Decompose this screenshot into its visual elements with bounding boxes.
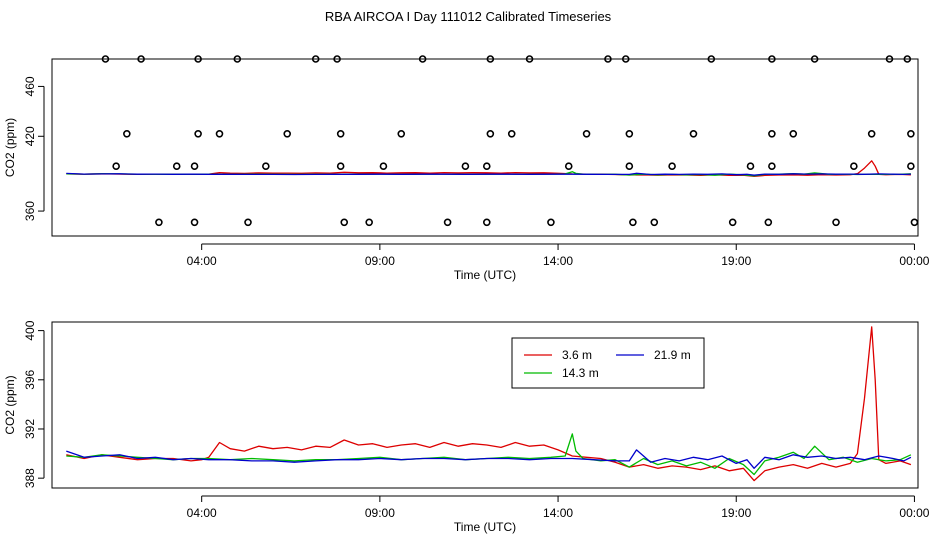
- panel1-y-tick-label: 460: [23, 76, 37, 96]
- panel1-calibration-point: [768, 55, 776, 63]
- panel2-y-tick-label: 400: [23, 320, 37, 340]
- panel1-calibration-point: [155, 218, 163, 227]
- panel1-calibration-point: [910, 218, 919, 227]
- panel2-x-tick-label: 04:00: [187, 506, 217, 520]
- panel1-calibration-point: [764, 218, 773, 227]
- panel1-calibration-point: [215, 129, 224, 138]
- panel1-calibration-point: [379, 162, 388, 170]
- panel1-calibration-point: [482, 218, 491, 227]
- panel1-calibration-point: [486, 55, 495, 63]
- panel1-calibration-point: [903, 55, 912, 63]
- panel1-calibration-point: [625, 129, 634, 138]
- panel1-calibration-point: [507, 129, 516, 138]
- panel2-series-h14-3: [66, 433, 912, 476]
- panel2-x-tick-label: 00:00: [899, 506, 929, 520]
- panel1-calibration-point: [625, 162, 634, 170]
- legend-label-h3-6: 3.6 m: [562, 348, 592, 362]
- panel1-calibration-point: [190, 162, 199, 170]
- panel1-calibration-point: [810, 55, 819, 63]
- panel2-x-axis-label: Time (UTC): [454, 520, 516, 534]
- panel1-calibration-point: [443, 218, 452, 227]
- panel1-frame: [51, 58, 919, 237]
- panel1-calibration-point: [365, 218, 373, 227]
- panel1-x-tick-label: 14:00: [543, 254, 573, 268]
- panel1-calibration-point: [340, 218, 349, 227]
- panel1-calibration-point: [746, 162, 755, 170]
- panel1-calibration-point: [907, 162, 915, 170]
- panel1-x-axis-label: Time (UTC): [454, 268, 516, 282]
- panel1-calibration-point: [547, 218, 555, 227]
- panel2-x-tick-label: 19:00: [721, 506, 751, 520]
- legend-box: [511, 337, 705, 389]
- panel1-calibration-point: [172, 162, 181, 170]
- panel1-x-tick-label: 09:00: [365, 254, 395, 268]
- panel1-calibration-point: [832, 218, 840, 227]
- panel1-calibration-point: [137, 55, 145, 63]
- panel1-calibration-point: [668, 162, 676, 170]
- panel1-series-h21-9: [66, 172, 911, 176]
- panel1-calibration-point: [123, 129, 131, 138]
- panel1-calibration-point: [397, 129, 406, 138]
- panel2-series-h21-9: [66, 449, 912, 469]
- panel1-x-tick-label: 00:00: [899, 254, 929, 268]
- panel1-calibration-point: [244, 218, 252, 227]
- panel1-calibration-point: [689, 129, 698, 138]
- panel1-calibration-point: [850, 162, 858, 170]
- panel1-calibration-point: [333, 55, 341, 63]
- panel2-y-tick-label: 388: [23, 468, 37, 488]
- panel1-calibration-point: [112, 162, 120, 170]
- panel1-x-tick-label: 04:00: [187, 254, 217, 268]
- panel2-y-tick-label: 392: [23, 419, 37, 439]
- panel1-calibration-point: [867, 129, 876, 138]
- panel2-series-h3-6: [66, 326, 912, 482]
- panel1-calibration-point: [336, 162, 345, 170]
- panel1-calibration-point: [418, 55, 427, 63]
- panel1-calibration-point: [336, 129, 345, 138]
- panel1-calibration-point: [461, 162, 470, 170]
- panel1-calibration-point: [486, 129, 495, 138]
- panel1-calibration-point: [194, 129, 202, 138]
- panel1-calibration-point: [768, 162, 776, 170]
- panel1-calibration-point: [311, 55, 320, 63]
- panel2-y-tick-label: 396: [23, 369, 37, 389]
- panel1-calibration-point: [789, 129, 798, 138]
- panel1-calibration-point: [650, 218, 659, 227]
- legend-label-h14-3: 14.3 m: [562, 366, 599, 380]
- panel1-series-h3-6: [66, 160, 911, 178]
- panel1-calibration-point: [194, 55, 202, 63]
- panel1-calibration-point: [482, 162, 491, 170]
- panel2-x-tick-label: 09:00: [365, 506, 395, 520]
- panel1-calibration-point: [728, 218, 737, 227]
- panel1-calibration-point: [907, 129, 915, 138]
- chart-title: RBA AIRCOA I Day 111012 Calibrated Times…: [324, 9, 612, 24]
- panel1-y-tick-label: 360: [23, 201, 37, 221]
- panel1-calibration-point: [101, 55, 110, 63]
- panel1-calibration-point: [629, 218, 637, 227]
- panel1-calibration-point: [233, 55, 242, 63]
- panel2-x-tick-label: 14:00: [543, 506, 573, 520]
- panel1-calibration-point: [582, 129, 591, 138]
- panel1-calibration-point: [768, 129, 776, 138]
- panel1-calibration-point: [262, 162, 270, 170]
- panel1-calibration-point: [283, 129, 292, 138]
- panel1-y-axis-label: CO2 (ppm): [3, 118, 17, 177]
- panel1-calibration-point: [604, 55, 612, 63]
- panel1-y-tick-label: 420: [23, 126, 37, 146]
- panel1-calibration-point: [885, 55, 894, 63]
- legend-label-h21-9: 21.9 m: [654, 348, 691, 362]
- panel1-calibration-point: [190, 218, 199, 227]
- panel2-y-axis-label: CO2 (ppm): [3, 375, 17, 434]
- panel1-calibration-point: [707, 55, 716, 63]
- panel1-calibration-point: [564, 162, 573, 170]
- panel1-calibration-point: [621, 55, 630, 63]
- panel1-calibration-point: [525, 55, 534, 63]
- panel2-frame: [51, 321, 919, 489]
- panel1-x-tick-label: 19:00: [721, 254, 751, 268]
